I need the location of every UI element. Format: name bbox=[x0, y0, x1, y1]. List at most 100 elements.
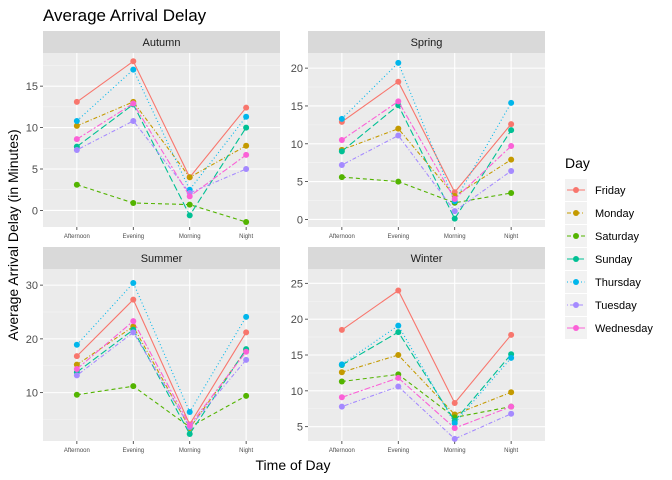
data-point bbox=[395, 59, 402, 66]
legend-item-saturday[interactable]: Saturday bbox=[565, 225, 640, 247]
series-thursday bbox=[338, 322, 515, 427]
y-tick-label: 10 bbox=[26, 388, 38, 400]
legend-item-thursday[interactable]: Thursday bbox=[565, 271, 641, 293]
data-point bbox=[243, 113, 250, 120]
series-line bbox=[341, 324, 512, 425]
data-point bbox=[73, 372, 80, 379]
x-axis-title: Time of Day bbox=[256, 457, 331, 473]
data-point bbox=[130, 279, 137, 286]
legend-label: Sunday bbox=[595, 254, 633, 266]
legend-key-point bbox=[573, 325, 579, 331]
series-line bbox=[76, 103, 247, 217]
x-tick-label: Night bbox=[504, 234, 518, 240]
data-point bbox=[130, 58, 137, 65]
facet-spring: Spring 0 5 10 15 20 Afternoon Evening Morning Nig… bbox=[291, 31, 545, 240]
series-line bbox=[341, 104, 512, 220]
data-point bbox=[243, 124, 250, 131]
legend-label: Friday bbox=[595, 185, 626, 197]
data-point bbox=[508, 121, 515, 128]
y-tick-label: 20 bbox=[291, 63, 303, 75]
legend-label: Wednesday bbox=[595, 323, 653, 335]
y-tick-label: 15 bbox=[26, 81, 38, 93]
legend-item-monday[interactable]: Monday bbox=[565, 202, 635, 224]
data-point bbox=[130, 100, 137, 107]
data-point bbox=[451, 196, 458, 203]
y-tick-label: 10 bbox=[291, 139, 303, 151]
series-line bbox=[341, 176, 512, 204]
series-line bbox=[76, 320, 247, 427]
data-point bbox=[508, 168, 515, 175]
data-point bbox=[338, 161, 345, 168]
series-line bbox=[76, 184, 247, 223]
series-line bbox=[341, 354, 512, 416]
legend-item-sunday[interactable]: Sunday bbox=[565, 248, 633, 270]
series-line bbox=[341, 128, 512, 197]
data-point bbox=[395, 78, 402, 85]
series-line bbox=[341, 134, 512, 212]
data-point bbox=[73, 146, 80, 153]
data-point bbox=[186, 174, 193, 181]
series-line bbox=[341, 100, 512, 200]
series-line bbox=[76, 60, 247, 179]
series-thursday bbox=[73, 279, 250, 415]
legend[interactable]: Day Friday Monday Saturday Sunday Thursday Tu… bbox=[565, 155, 653, 339]
data-point bbox=[451, 425, 458, 432]
data-point bbox=[73, 365, 80, 372]
facet-strip-label: Winter bbox=[411, 253, 443, 265]
data-point bbox=[338, 174, 345, 181]
data-point bbox=[130, 199, 137, 206]
facet-strip-label: Spring bbox=[411, 37, 443, 49]
legend-item-friday[interactable]: Friday bbox=[565, 179, 626, 201]
facet-strip bbox=[43, 247, 280, 269]
data-point bbox=[243, 356, 250, 363]
y-tick-label: 0 bbox=[32, 205, 38, 217]
series-line bbox=[76, 328, 247, 436]
data-point bbox=[338, 361, 345, 368]
data-point bbox=[508, 189, 515, 196]
data-point bbox=[73, 353, 80, 360]
series-line bbox=[341, 289, 512, 404]
legend-item-tuesday[interactable]: Tuesday bbox=[565, 294, 637, 316]
data-point bbox=[338, 378, 345, 385]
data-point bbox=[508, 389, 515, 396]
y-tick-label: 10 bbox=[291, 386, 303, 398]
data-point bbox=[73, 117, 80, 124]
legend-title: Day bbox=[565, 155, 590, 171]
facet-winter: Winter 5 10 15 20 25 Afternoon Evening Morning Ni… bbox=[291, 247, 545, 454]
data-point bbox=[508, 354, 515, 361]
series-line bbox=[76, 120, 247, 194]
x-tick-label: Morning bbox=[444, 234, 466, 240]
series-line bbox=[76, 101, 247, 179]
series-thursday bbox=[338, 59, 515, 205]
data-point bbox=[130, 329, 137, 336]
legend-item-wednesday[interactable]: Wednesday bbox=[565, 317, 653, 339]
data-point bbox=[395, 329, 402, 336]
data-point bbox=[508, 410, 515, 417]
data-point bbox=[508, 127, 515, 134]
data-point bbox=[451, 420, 458, 427]
x-tick-label: Afternoon bbox=[329, 234, 355, 240]
data-point bbox=[395, 125, 402, 132]
data-point bbox=[186, 212, 193, 219]
data-point bbox=[508, 156, 515, 163]
legend-label: Monday bbox=[595, 208, 635, 220]
y-tick-label: 15 bbox=[291, 350, 303, 362]
series-friday bbox=[338, 287, 515, 407]
data-point bbox=[130, 318, 137, 325]
x-tick-label: Afternoon bbox=[329, 448, 355, 454]
y-tick-label: 15 bbox=[291, 101, 303, 113]
data-point bbox=[243, 392, 250, 399]
series-line bbox=[76, 102, 247, 198]
y-tick-label: 20 bbox=[291, 314, 303, 326]
x-tick-label: Morning bbox=[179, 234, 201, 240]
data-point bbox=[186, 201, 193, 208]
series-wednesday bbox=[73, 318, 250, 429]
data-point bbox=[508, 331, 515, 338]
facet-autumn: Autumn 0 5 10 15 Afternoon Evening Morning Night bbox=[26, 31, 280, 240]
series-saturday bbox=[73, 181, 250, 226]
facet-summer: Summer 10 20 30 Afternoon Evening Morning Night bbox=[26, 247, 280, 454]
data-point bbox=[186, 431, 193, 438]
data-point bbox=[73, 341, 80, 348]
x-tick-label: Morning bbox=[444, 448, 466, 454]
